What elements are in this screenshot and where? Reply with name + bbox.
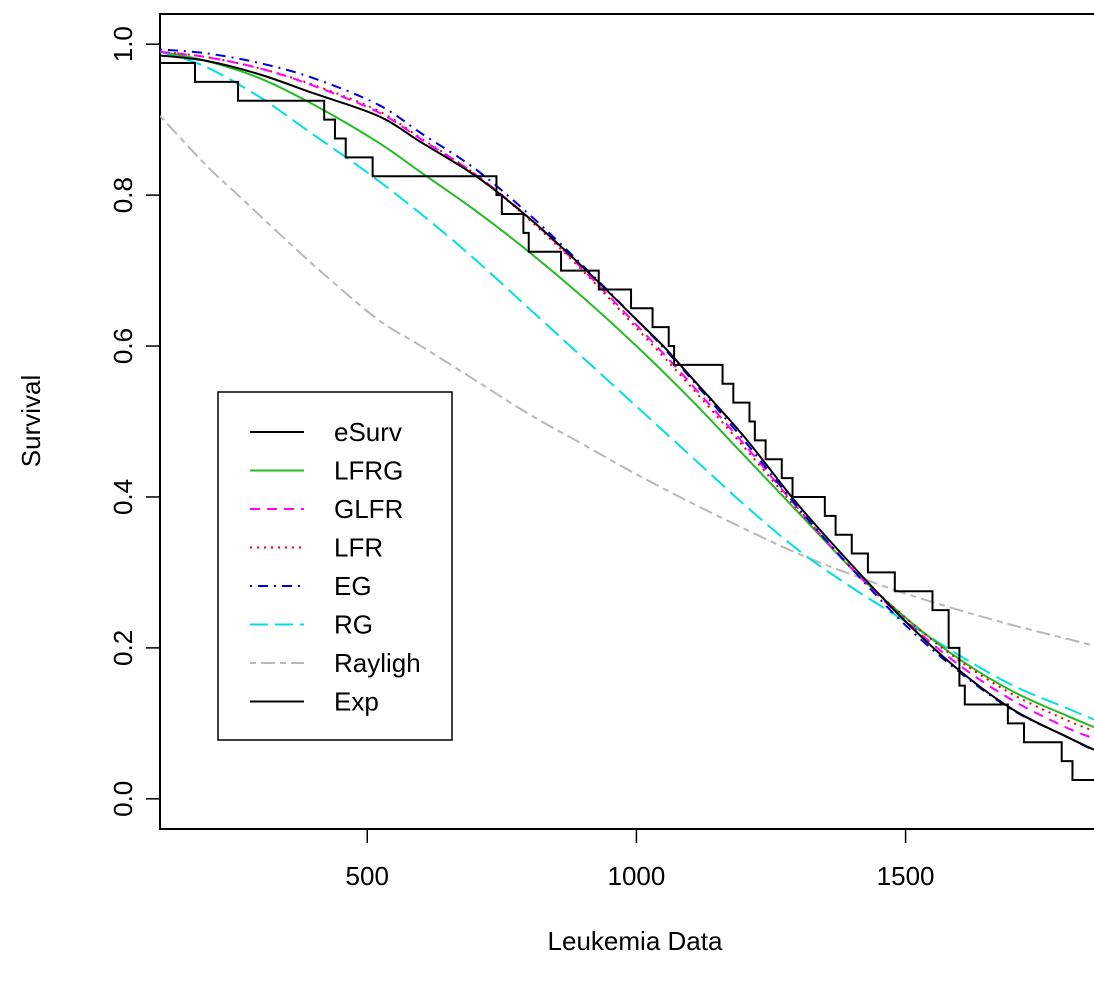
legend-label-lfr: LFR xyxy=(334,533,383,563)
x-tick-label: 1500 xyxy=(877,861,935,891)
y-tick-label: 0.2 xyxy=(108,630,138,666)
x-tick-label: 1000 xyxy=(607,861,665,891)
y-tick-label: 1.0 xyxy=(108,26,138,62)
series-line-lfrg xyxy=(160,50,1094,729)
y-axis: 0.0 0.2 0.4 0.6 0.8 1.0 xyxy=(108,26,160,817)
curves-group xyxy=(160,48,1094,781)
y-tick-label: 0.6 xyxy=(108,328,138,364)
y-tick-label: 0.0 xyxy=(108,781,138,817)
x-axis: 500 1000 1500 xyxy=(346,828,935,891)
series-line-rg xyxy=(160,50,1094,721)
legend-box xyxy=(217,391,453,741)
legend-label-glfr: GLFR xyxy=(334,494,403,524)
series-line-esurv xyxy=(160,62,1094,781)
x-axis-label: Leukemia Data xyxy=(548,926,723,956)
legend-label-esurv: eSurv xyxy=(334,417,402,447)
y-tick-label: 0.4 xyxy=(108,479,138,515)
x-tick-label: 500 xyxy=(346,861,389,891)
series-line-rayligh xyxy=(160,115,1094,647)
legend-label-exp: Exp xyxy=(334,687,379,717)
legend-label-rayligh: Rayligh xyxy=(334,648,421,678)
legend: eSurv LFRG GLFR LFR EG RG Rayligh Exp xyxy=(217,391,453,741)
y-tick-label: 0.8 xyxy=(108,177,138,213)
legend-label-eg: EG xyxy=(334,571,372,601)
legend-label-lfrg: LFRG xyxy=(334,456,403,486)
series-line-exp xyxy=(160,54,1094,751)
series-line-glfr xyxy=(160,50,1094,740)
legend-label-rg: RG xyxy=(334,610,373,640)
y-axis-label: Survival xyxy=(16,375,46,467)
